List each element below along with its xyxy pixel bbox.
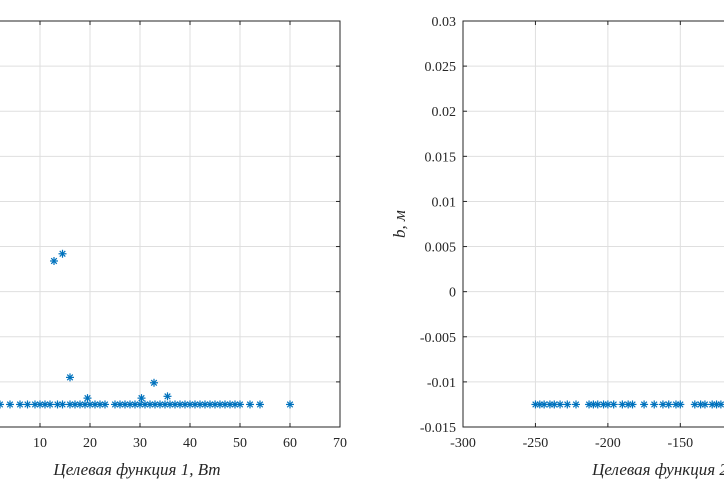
x-tick-label: -250 — [523, 436, 549, 451]
data-point — [23, 400, 32, 409]
data-point — [83, 394, 92, 403]
data-point — [151, 400, 159, 409]
y-tick-label: -0.015 — [420, 421, 456, 436]
data-point — [6, 400, 14, 409]
x-tick-label: -200 — [595, 436, 621, 451]
x-tick-label: 50 — [233, 436, 247, 451]
data-point — [676, 400, 685, 409]
x-axis-label: Целевая функция 2 — [591, 460, 724, 479]
data-point — [236, 400, 244, 409]
data-point — [0, 400, 4, 409]
data-point — [166, 400, 174, 409]
data-point — [572, 400, 581, 409]
data-point — [137, 394, 146, 403]
y-tick-label: 0.01 — [432, 195, 457, 210]
data-point — [163, 392, 172, 401]
data-point — [286, 400, 294, 409]
data-point — [101, 400, 109, 409]
data-point — [126, 400, 134, 409]
x-tick-label: -300 — [450, 436, 476, 451]
data-point — [46, 400, 54, 409]
axes-box — [462, 20, 724, 428]
data-point — [556, 400, 565, 409]
data-point — [563, 400, 572, 409]
x-axis-label: Целевая функция 1, Вт — [52, 460, 220, 479]
data-point — [603, 400, 612, 409]
chart-right: -300-250-200-150-100-0.015-0.01-0.00500.… — [390, 15, 724, 479]
data-point — [36, 400, 44, 409]
data-point — [628, 400, 637, 409]
x-tick-label: 70 — [333, 436, 347, 451]
data-point — [246, 400, 254, 409]
y-tick-label: 0.015 — [425, 150, 457, 165]
data-point — [256, 400, 264, 409]
chart-left: 010203040506070Целевая функция 1, Вт — [0, 20, 347, 479]
data-point — [191, 400, 199, 409]
y-tick-label: 0.025 — [425, 60, 457, 75]
x-tick-label: 10 — [33, 436, 47, 451]
x-tick-label: 60 — [283, 436, 297, 451]
data-point — [66, 373, 74, 382]
y-tick-label: -0.005 — [420, 331, 456, 346]
data-point — [700, 400, 709, 409]
data-point — [201, 400, 209, 409]
data-point — [66, 400, 74, 409]
data-point — [226, 400, 234, 409]
data-point — [16, 400, 24, 409]
data-point — [609, 400, 618, 409]
x-tick-label: 20 — [83, 436, 97, 451]
data-point — [171, 400, 179, 409]
data-point — [550, 400, 559, 409]
data-point — [58, 249, 67, 258]
data-point — [664, 400, 673, 409]
data-point — [146, 400, 154, 409]
y-axis-label: b, м — [390, 210, 409, 238]
axes-box — [0, 20, 341, 428]
y-tick-label: 0.005 — [425, 241, 457, 256]
y-tick-label: 0 — [449, 286, 456, 301]
x-tick-label: 40 — [183, 436, 197, 451]
y-tick-label: 0.02 — [432, 105, 457, 120]
x-tick-label: 30 — [133, 436, 147, 451]
y-tick-label: 0.03 — [432, 15, 457, 30]
data-point — [58, 400, 67, 409]
data-point — [50, 256, 58, 265]
data-point — [206, 400, 214, 409]
data-point — [150, 378, 158, 387]
data-point — [650, 400, 659, 409]
y-tick-label: -0.01 — [427, 376, 456, 391]
x-tick-label: -150 — [667, 436, 693, 451]
data-point — [716, 400, 724, 409]
data-point — [53, 400, 62, 409]
data-point — [640, 400, 649, 409]
